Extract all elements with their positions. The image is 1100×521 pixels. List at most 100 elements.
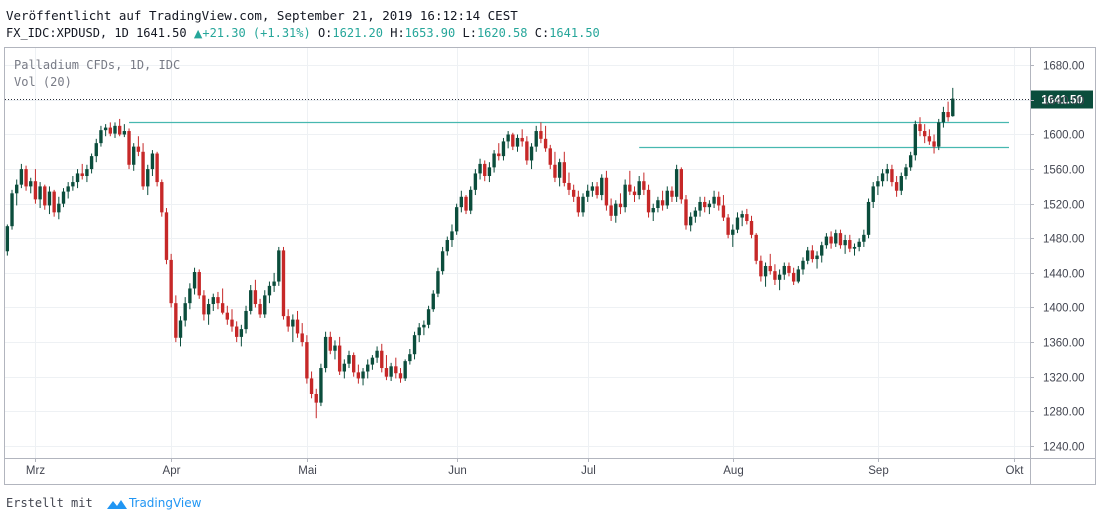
candle-body <box>562 162 566 183</box>
candle-body <box>932 141 936 147</box>
horizontal-lines[interactable] <box>129 121 1009 149</box>
candle-body <box>403 361 407 379</box>
candle-body <box>520 137 524 142</box>
candle-body <box>885 169 889 174</box>
candle-body <box>539 131 543 139</box>
candle-body <box>422 324 426 328</box>
candle-body <box>281 250 286 317</box>
candle-body <box>258 304 262 315</box>
x-tick-label: Jul <box>581 465 596 477</box>
candle-body <box>487 167 492 177</box>
pane-title: Palladium CFDs, 1D, IDC <box>14 58 180 72</box>
candle-body <box>731 229 735 235</box>
candle-body <box>908 155 913 168</box>
candle-body <box>459 196 464 208</box>
candle-body <box>267 285 272 296</box>
candle-body <box>600 177 604 196</box>
candle-body <box>543 138 548 149</box>
candle-body <box>188 288 192 304</box>
candle-body <box>852 246 857 249</box>
candle-body <box>408 354 412 362</box>
candle-body <box>918 124 922 132</box>
open-label: O: <box>317 26 333 40</box>
candle-body <box>440 251 445 272</box>
candle-body <box>141 151 145 187</box>
candle-body <box>38 186 42 200</box>
candle-body <box>291 319 295 327</box>
candle-body <box>515 137 520 147</box>
candle-body <box>146 169 150 187</box>
candle-body <box>553 164 557 178</box>
candle-body <box>61 191 66 204</box>
candle-body <box>309 378 314 394</box>
candle-body <box>103 127 108 131</box>
candle-body <box>820 245 824 256</box>
candle-body <box>698 201 702 211</box>
candle-body <box>557 162 562 178</box>
candle-body <box>29 181 33 187</box>
candle-body <box>15 184 19 194</box>
low-label: L: <box>462 26 477 40</box>
candle-body <box>263 295 267 315</box>
candle-body <box>384 368 389 377</box>
x-tick-label: Aug <box>723 465 743 477</box>
candle-body <box>469 189 473 211</box>
candle-body <box>47 191 52 206</box>
candle-body <box>796 269 801 282</box>
tradingview-logo-icon <box>106 499 127 509</box>
candle-body <box>721 205 726 218</box>
price-axis[interactable]: 1240.00 1280.00 1320.00 1360.00 1400.00 1440.… <box>1030 61 1085 454</box>
candle-body <box>85 169 89 177</box>
candle-body <box>197 272 201 296</box>
time-axis[interactable]: Mrz Apr Mai Jun Jul Aug Sep Okt <box>26 458 1024 477</box>
candle-body <box>436 271 440 294</box>
candle-body <box>623 184 627 208</box>
x-tick-label: Mrz <box>26 465 45 477</box>
candle-body <box>745 214 749 221</box>
candle-body <box>426 309 431 325</box>
candle-body <box>323 336 328 369</box>
candle-body <box>660 200 665 206</box>
low-value: 1620.58 <box>476 26 528 40</box>
candle-body <box>174 303 178 338</box>
candle-body <box>754 234 758 261</box>
candle-body <box>511 134 515 147</box>
candle-body <box>19 169 24 185</box>
candle-body <box>679 169 683 200</box>
candle-body <box>506 134 510 142</box>
candle-body <box>548 148 552 165</box>
y-tick-label: 1520.00 <box>1043 200 1085 212</box>
open-value: 1621.20 <box>332 26 383 40</box>
candle-body <box>862 234 866 242</box>
volume-legend: Vol (20) <box>14 75 72 89</box>
candle-body <box>923 131 927 137</box>
candle-body <box>57 203 61 213</box>
candle-body <box>834 233 838 244</box>
y-tick-label: 1480.00 <box>1043 234 1085 246</box>
candle-body <box>571 189 576 197</box>
candle-body <box>637 181 641 196</box>
symbol-name: FX_IDC:XPDUSD, 1D <box>6 26 129 40</box>
candle-body <box>136 146 141 152</box>
candle-body <box>492 153 496 168</box>
grid <box>5 48 1030 458</box>
candle-body <box>216 297 220 304</box>
candle-body <box>206 304 211 315</box>
footer-brand[interactable]: TradingView <box>128 496 202 510</box>
candle-body <box>501 141 506 157</box>
candle-body <box>89 156 94 170</box>
candle-body <box>108 127 112 134</box>
candle-body <box>693 210 698 217</box>
candle-body <box>314 393 318 403</box>
candle-body <box>445 240 449 252</box>
up-arrow-icon: ▲ <box>193 27 203 40</box>
close-label: C: <box>534 26 550 40</box>
candle-body <box>815 255 819 260</box>
candle-body <box>763 265 768 277</box>
candle-body <box>941 112 946 123</box>
candle-body <box>913 124 918 156</box>
header-price: 1641.50 <box>136 26 187 40</box>
candle-body <box>160 182 164 213</box>
candle-body <box>75 173 80 183</box>
